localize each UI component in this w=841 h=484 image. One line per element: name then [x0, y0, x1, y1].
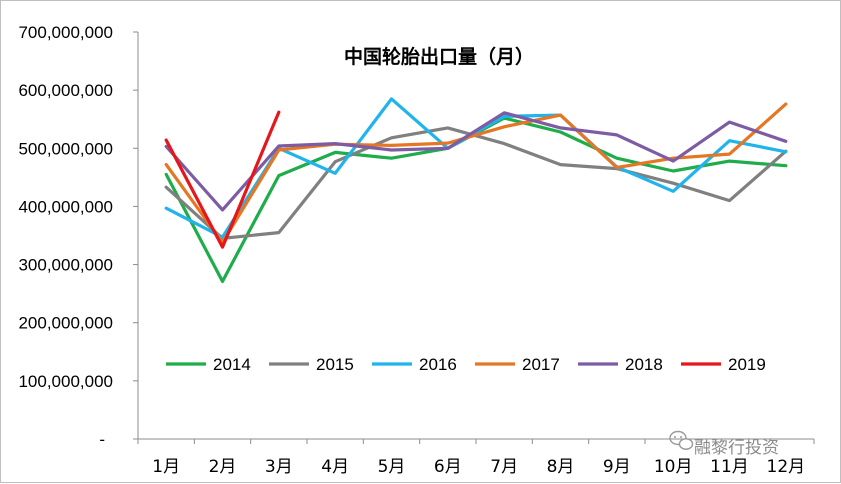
- y-tick-label: 400,000,000: [18, 197, 113, 216]
- x-tick-label: 5月: [378, 457, 406, 477]
- x-tick-label: 3月: [265, 457, 293, 477]
- series-line-2014: [164, 116, 788, 283]
- wechat-icon: [669, 430, 694, 450]
- legend-label-2015: 2015: [316, 355, 354, 374]
- y-tick-label: -: [99, 430, 105, 449]
- y-tick-label: 500,000,000: [18, 139, 113, 158]
- x-tick-label: 9月: [603, 457, 631, 477]
- x-tick-label: 11月: [710, 457, 749, 477]
- y-tick-label: 700,000,000: [18, 23, 113, 42]
- x-tick-label: 10月: [654, 457, 693, 477]
- legend-label-2016: 2016: [419, 355, 457, 374]
- legend-label-2014: 2014: [213, 355, 251, 374]
- series-line-2017: [164, 102, 788, 245]
- legend-label-2019: 2019: [728, 355, 766, 374]
- y-tick-label: 100,000,000: [18, 372, 113, 391]
- series-line-2018: [164, 111, 788, 212]
- y-tick-label: 200,000,000: [18, 314, 113, 333]
- y-tick-label: 300,000,000: [18, 256, 113, 275]
- x-tick-label: 6月: [434, 457, 462, 477]
- x-tick-label: 1月: [152, 457, 180, 477]
- x-tick-label: 7月: [490, 457, 518, 477]
- series-line-2019: [164, 110, 281, 249]
- legend-label-2017: 2017: [522, 355, 560, 374]
- series-group: [164, 97, 788, 283]
- legend: 2014 2015 2016 2017 2018 2019: [166, 355, 766, 374]
- watermark-text: 融黎行投资: [694, 438, 779, 458]
- x-tick-label: 8月: [547, 457, 575, 477]
- legend-label-2018: 2018: [625, 355, 663, 374]
- chart-title: 中国轮胎出口量（月）: [344, 45, 534, 68]
- watermark: 融黎行投资: [669, 430, 779, 458]
- y-tick-label: 600,000,000: [18, 81, 113, 100]
- x-tick-label: 2月: [209, 457, 237, 477]
- x-tick-label: 12月: [767, 457, 806, 477]
- x-tick-label: 4月: [321, 457, 349, 477]
- x-axis: 1月 2月 3月 4月 5月 6月 7月 8月 9月 10月 11月 12月: [137, 438, 815, 477]
- y-axis: - 100,000,000 200,000,000 300,000,000 400,00…: [18, 23, 139, 449]
